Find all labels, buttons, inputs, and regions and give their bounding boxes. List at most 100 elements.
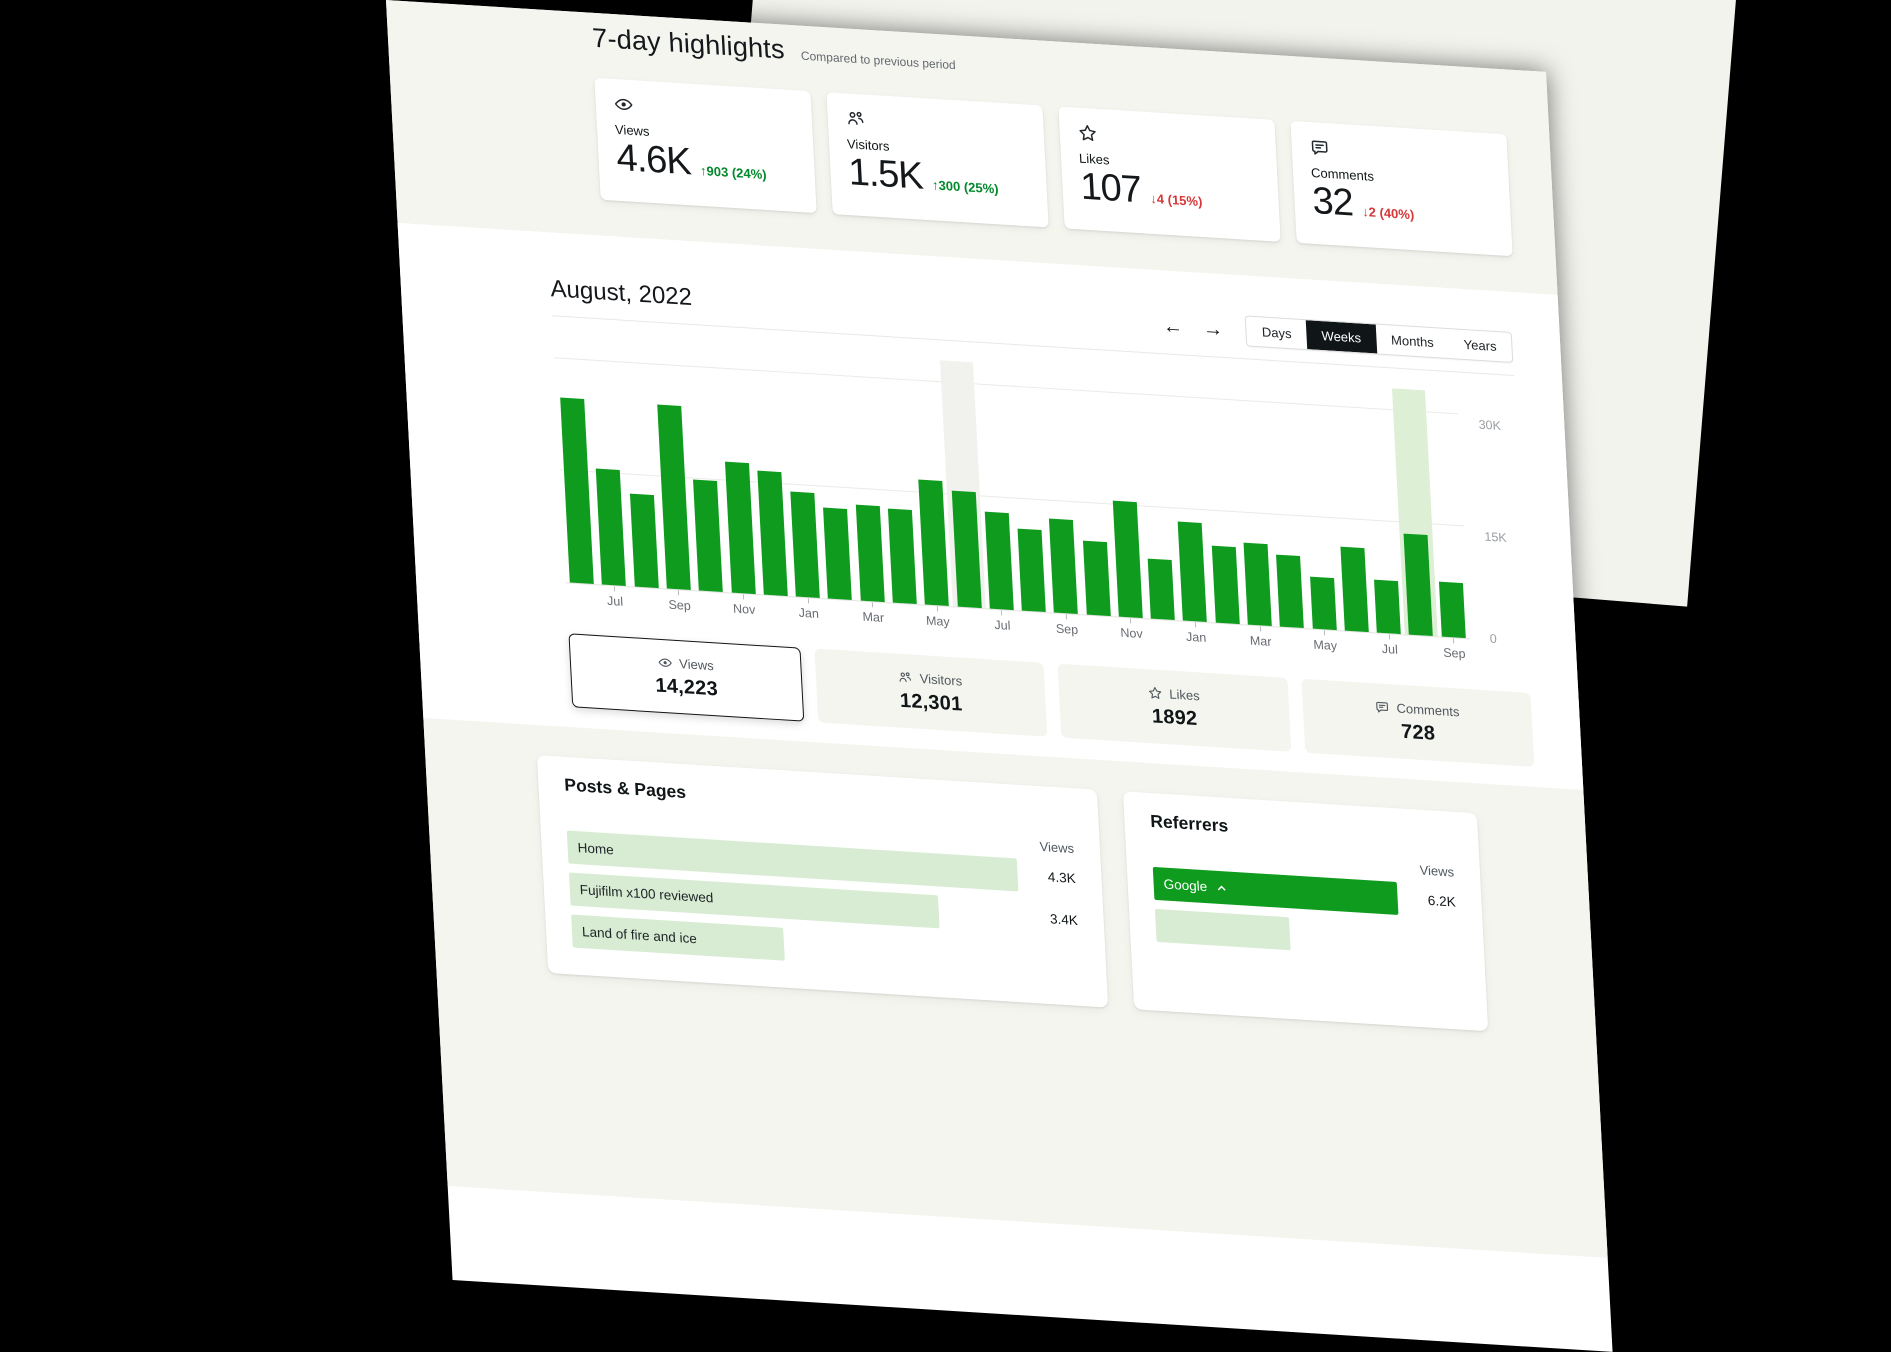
metric-tab-likes[interactable]: Likes 1892 (1057, 663, 1291, 752)
views-hbar (1154, 908, 1291, 951)
row-label: Home (577, 840, 615, 858)
stat-value: 107 (1079, 165, 1142, 212)
views-bar[interactable] (823, 507, 853, 601)
x-axis-cell: Sep (663, 589, 697, 619)
x-tick-mark (1065, 614, 1067, 620)
x-axis-cell: Jul (1373, 633, 1407, 663)
chevron-up-icon (1217, 885, 1225, 891)
views-bar[interactable] (1438, 581, 1466, 639)
referrers-views-column-header: Views (1419, 862, 1455, 880)
x-axis-cell (760, 595, 794, 625)
posts-pages-card: Posts & Pages Views Home 4.3K Fujifilm x10… (536, 754, 1109, 1008)
x-axis-cell (1018, 611, 1052, 641)
x-tick-mark (1453, 638, 1455, 644)
x-tick-mark (613, 586, 616, 592)
metric-tab-label: Views (678, 655, 715, 673)
views-bar[interactable] (1082, 540, 1111, 617)
views-bar[interactable] (1049, 518, 1079, 615)
x-axis-cell (695, 591, 729, 621)
views-bar[interactable] (984, 511, 1014, 611)
referrers-title: Referrers (1149, 810, 1229, 836)
star-icon (1079, 125, 1096, 141)
views-bar[interactable] (887, 508, 917, 605)
chevron-up-icon[interactable] (1215, 881, 1228, 894)
x-axis-cell: Jan (1179, 621, 1213, 651)
x-tick-mark (1001, 610, 1003, 616)
period-segmented-control: Days Weeks Months Years (1245, 315, 1514, 363)
x-tick-label: Jul (1381, 641, 1399, 657)
metric-tab-comments[interactable]: Comments 728 (1300, 678, 1535, 767)
x-tick-label: Jan (1185, 629, 1207, 645)
metric-tab-label: Comments (1396, 700, 1460, 719)
x-tick-mark (1194, 622, 1197, 628)
period-tab-months[interactable]: Months (1390, 332, 1435, 351)
metric-tab-views[interactable]: Views 14,223 (568, 633, 804, 722)
row-label: Fujifilm x100 reviewed (579, 882, 714, 906)
highlights-section: 7-day highlights Compared to previous pe… (386, 0, 1558, 295)
prev-period-arrow-icon[interactable]: ← (1162, 314, 1184, 339)
views-bar[interactable] (1374, 579, 1401, 635)
x-axis-cell: Jul (986, 609, 1020, 639)
referrers-list: Google 6.2K (1152, 866, 1459, 961)
referrer-row[interactable] (1154, 908, 1459, 961)
x-axis-cell: Sep (1050, 613, 1084, 643)
x-tick-mark (872, 602, 874, 608)
eye-icon (614, 98, 633, 110)
dashboard-page: 7-day highlights Compared to previous pe… (386, 0, 1613, 1352)
posts-views-column-header: Views (1039, 838, 1075, 857)
people-icon (848, 111, 864, 125)
views-bar[interactable] (629, 493, 659, 589)
stat-change: ↑903 (24%) (699, 162, 767, 183)
referrers-card: Referrers Views Google 6.2K (1122, 791, 1489, 1032)
x-axis-cell: May (1308, 629, 1342, 659)
stat-change: ↓4 (15%) (1149, 190, 1203, 210)
y-axis-labels: 30K 15K 0 (1463, 393, 1528, 646)
referrer-row-google[interactable]: Google 6.2K (1152, 866, 1457, 919)
row-value (1022, 959, 1080, 963)
x-axis-cell (1082, 615, 1116, 645)
y-tick-30k: 30K (1478, 417, 1502, 433)
stat-change: ↓2 (40%) (1361, 204, 1415, 223)
people-icon (899, 671, 912, 682)
period-tab-days[interactable]: Days (1261, 324, 1292, 342)
row-label: Land of fire and ice (581, 924, 698, 947)
chart-section: August, 2022 ← → Days Weeks Months Years 30… (397, 223, 1584, 790)
stat-value: 4.6K (615, 136, 692, 184)
metric-tab-visitors[interactable]: Visitors 12,301 (813, 648, 1048, 737)
highlights-title: 7-day highlights (591, 22, 786, 65)
period-tab-weeks[interactable]: Weeks (1305, 320, 1377, 354)
x-axis-cell (1211, 623, 1245, 653)
highlight-card-visitors: Visitors 1.5K ↑300 (25%) (826, 92, 1049, 228)
views-bar[interactable] (1017, 528, 1046, 613)
x-axis-cell (889, 603, 923, 633)
next-period-arrow-icon[interactable]: → (1202, 317, 1224, 341)
views-bar[interactable] (855, 504, 885, 603)
x-axis-cell (566, 583, 600, 613)
x-tick-mark (678, 590, 680, 596)
row-value: 4.3K (1047, 869, 1076, 887)
x-axis-cell (1276, 627, 1310, 657)
period-tab-years[interactable]: Years (1463, 336, 1497, 354)
stat-value: 1.5K (847, 151, 924, 198)
metric-tab-label: Visitors (919, 670, 963, 689)
x-tick-label: May (1313, 637, 1338, 654)
highlight-cards-row: Views 4.6K ↑903 (24%) Visitors 1.5K ↑300 (25%… (594, 77, 1515, 257)
x-tick-mark (807, 598, 809, 604)
comment-icon (1375, 701, 1388, 712)
x-tick-mark (1388, 634, 1390, 640)
metric-tabs-row: Views 14,223 Visitors 12,301 Likes 1892 Commen… (568, 633, 1535, 767)
views-bar[interactable] (1276, 554, 1305, 629)
stat-value: 32 (1311, 179, 1354, 225)
views-bar[interactable] (1243, 542, 1272, 627)
metric-tab-value: 12,301 (899, 689, 963, 716)
views-bar[interactable] (1147, 558, 1175, 621)
views-bar[interactable] (1309, 576, 1337, 631)
x-axis-cell: Jul (598, 585, 632, 615)
views-bar[interactable] (1340, 546, 1369, 633)
x-axis-cell: Sep (1437, 637, 1471, 667)
x-tick-label: Mar (862, 609, 885, 625)
x-axis-cell (630, 587, 664, 617)
x-tick-label: Sep (1055, 621, 1079, 638)
views-bar[interactable] (1211, 545, 1240, 625)
row-label: Google (1163, 868, 1228, 905)
